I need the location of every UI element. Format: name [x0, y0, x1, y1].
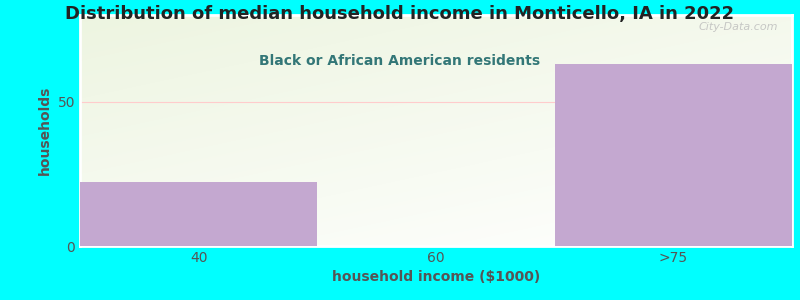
Text: Black or African American residents: Black or African American residents	[259, 54, 541, 68]
Text: City-Data.com: City-Data.com	[698, 22, 778, 32]
Text: Distribution of median household income in Monticello, IA in 2022: Distribution of median household income …	[66, 4, 734, 22]
X-axis label: household income ($1000): household income ($1000)	[332, 270, 540, 284]
Bar	[554, 64, 792, 246]
Y-axis label: households: households	[38, 86, 52, 175]
Bar	[80, 182, 318, 246]
